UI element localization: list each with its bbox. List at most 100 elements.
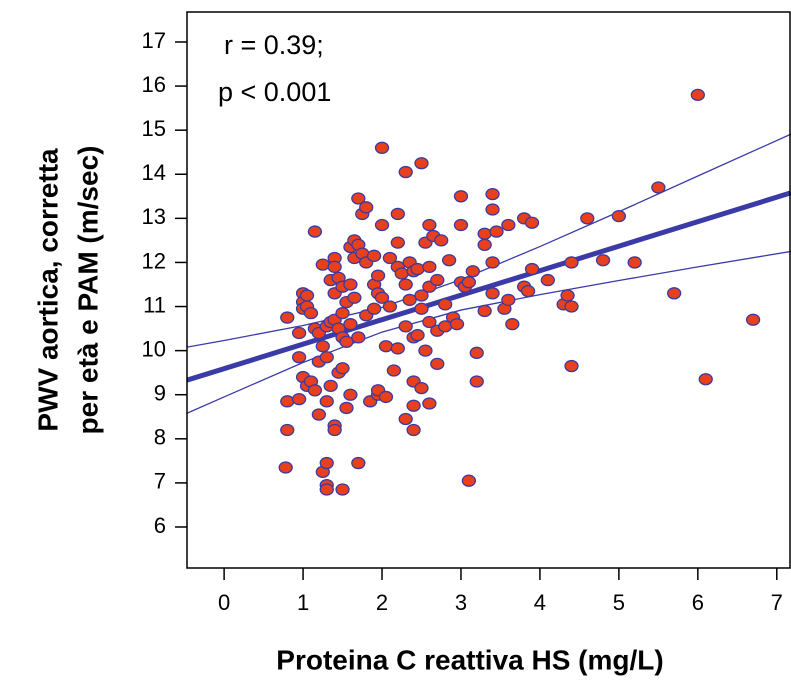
point [430, 357, 445, 371]
point [564, 256, 579, 269]
point [422, 315, 437, 329]
point [698, 373, 713, 386]
point [382, 251, 398, 265]
point [319, 483, 334, 496]
point [485, 187, 500, 201]
point [343, 388, 358, 401]
point [477, 304, 492, 318]
point [366, 302, 382, 315]
point [319, 351, 334, 364]
annotation: r = 0.39; [224, 30, 324, 60]
point [422, 260, 437, 274]
point [402, 293, 417, 307]
point [414, 381, 429, 395]
point [453, 190, 469, 203]
point [327, 423, 342, 437]
point [501, 293, 516, 307]
point [280, 395, 295, 408]
point [374, 141, 390, 154]
point [461, 276, 477, 289]
point [666, 287, 682, 300]
annotation: p < 0.001 [218, 77, 331, 107]
point [524, 262, 540, 276]
point [469, 375, 484, 388]
point [461, 474, 477, 487]
point [745, 313, 761, 326]
point [414, 289, 429, 302]
y-tick-label: 10 [142, 336, 166, 361]
point [311, 408, 327, 421]
y-axis-title: per età e PAM (m/sec) [72, 146, 103, 435]
regression-line [187, 190, 791, 383]
x-tick-label: 4 [534, 590, 546, 615]
x-tick-label: 7 [771, 590, 783, 615]
point [307, 384, 323, 397]
point [595, 254, 611, 267]
point [477, 238, 492, 251]
point [339, 401, 354, 415]
point [299, 289, 315, 302]
point [303, 306, 319, 320]
point [390, 342, 405, 355]
point [378, 340, 394, 353]
y-axis-title: PWV aortica, corretta [32, 148, 63, 432]
point [560, 289, 575, 302]
point [374, 218, 390, 232]
plot-frame [186, 11, 791, 569]
y-tick-label: 8 [154, 425, 166, 450]
plot-area [187, 88, 791, 496]
y-tick-label: 7 [154, 469, 166, 494]
x-tick-label: 2 [376, 590, 388, 615]
point [580, 212, 595, 225]
point [505, 318, 520, 331]
point [351, 331, 366, 344]
point [390, 236, 405, 249]
point [410, 329, 425, 342]
point [359, 201, 374, 214]
point [477, 227, 492, 240]
point [347, 291, 362, 304]
point [564, 359, 579, 373]
point [327, 260, 342, 274]
point [434, 234, 449, 247]
x-tick-label: 0 [218, 590, 230, 615]
point [485, 203, 500, 216]
point [335, 306, 350, 320]
point [438, 298, 453, 311]
point [339, 335, 354, 348]
x-tick-label: 3 [455, 590, 467, 615]
point [627, 256, 642, 269]
point [422, 397, 437, 410]
y-tick-label: 15 [142, 116, 166, 141]
point [319, 456, 334, 470]
point [398, 320, 413, 333]
point [651, 181, 666, 194]
point [370, 269, 386, 282]
point [335, 483, 350, 496]
point [465, 265, 480, 278]
point [564, 300, 579, 313]
point [414, 157, 429, 170]
point [520, 284, 536, 298]
point [453, 218, 469, 232]
point [315, 340, 330, 353]
x-tick-label: 1 [297, 590, 309, 615]
point [406, 399, 421, 412]
y-tick-label: 12 [142, 248, 166, 273]
y-tick-label: 14 [142, 160, 166, 185]
x-tick-label: 5 [613, 590, 625, 615]
y-tick-label: 9 [154, 381, 166, 406]
point [374, 291, 390, 304]
y-tick-label: 17 [142, 28, 166, 53]
point [307, 225, 323, 238]
point [611, 209, 627, 223]
point [351, 456, 366, 470]
point [378, 390, 394, 404]
point [485, 256, 500, 269]
point [291, 351, 307, 364]
point [319, 395, 334, 408]
point [485, 287, 500, 300]
point [315, 258, 330, 271]
point [422, 218, 437, 232]
